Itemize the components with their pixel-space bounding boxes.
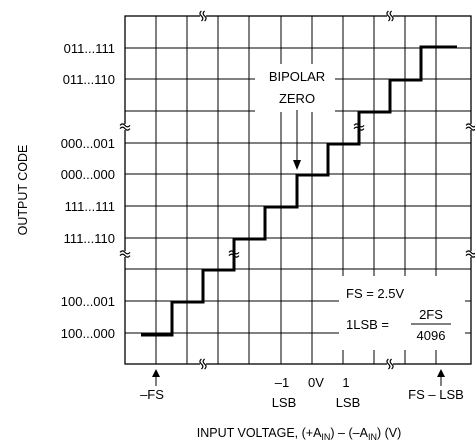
fs-equation: FS = 2.5V [346, 286, 404, 301]
bipolar-label-line1: BIPOLAR [269, 69, 325, 84]
plus-one-label: 1 [342, 375, 349, 390]
fs-minus-lsb-arrowhead [437, 369, 445, 377]
lsb-equation-prefix: 1LSB = [346, 317, 389, 332]
y-code-label: 011...110 [63, 72, 115, 87]
y-code-label: 011...111 [64, 41, 115, 56]
lsb-numerator: 2FS [419, 307, 443, 322]
fs-minus-lsb-label: FS – LSB [408, 387, 464, 402]
axis-break-mark [119, 123, 131, 131]
axis-break-mark [386, 10, 394, 22]
y-code-label: 111...110 [64, 231, 115, 246]
y-code-label: 100...000 [61, 326, 115, 341]
axis-break-mark [199, 358, 207, 370]
y-code-label: 000...000 [61, 167, 115, 182]
y-code-label: 000...001 [61, 136, 115, 151]
y-code-labels: 011...111 011...110 000...001 000...000 111.… [61, 41, 115, 341]
axis-break-mark [465, 123, 475, 131]
axis-break-mark [199, 10, 207, 22]
bipolar-label-line2: ZERO [279, 91, 315, 106]
lsb-denominator: 4096 [417, 328, 446, 343]
axis-break-mark [119, 250, 131, 258]
x-axis-labels: –FS –1 LSB 0V 1 LSB FS – LSB [140, 369, 464, 410]
neg-fs-label: –FS [140, 387, 164, 402]
x-axis-title: INPUT VOLTAGE, (+AIN) – (–AIN) (V) [197, 426, 402, 442]
y-code-label: 111...111 [65, 199, 115, 214]
y-axis-title: OUTPUT CODE [16, 145, 30, 236]
axis-break-mark [386, 358, 394, 370]
transfer-staircase [141, 45, 457, 337]
plus-one-lsb-label: LSB [336, 395, 361, 410]
neg-fs-arrowhead [152, 369, 160, 377]
fs-legend: FS = 2.5V 1LSB = 2FS 4096 [339, 276, 465, 350]
minus-one-lsb-label: LSB [272, 395, 297, 410]
axis-break-mark [465, 250, 475, 258]
bipolar-zero-annotation: BIPOLAR ZERO [255, 64, 335, 170]
plot-frame [124, 15, 472, 365]
minus-one-label: –1 [275, 375, 289, 390]
zero-volt-label: 0V [308, 375, 324, 390]
y-code-label: 100...001 [61, 294, 115, 309]
bipolar-zero-arrowhead [293, 160, 301, 170]
